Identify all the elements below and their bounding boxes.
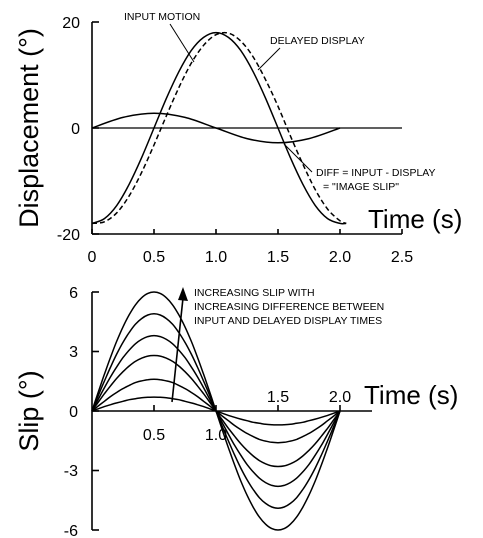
arrow-head-icon xyxy=(178,287,188,301)
slip-y-axis-title: Slip (°) xyxy=(14,370,44,451)
diff-label: DIFF = INPUT - DISPLAY xyxy=(316,167,436,179)
slip-ytick-label: -3 xyxy=(64,463,78,480)
diff-leader xyxy=(283,143,313,173)
slip-ytick-label: 0 xyxy=(69,404,78,421)
displacement-x-axis-title: Time (s) xyxy=(368,204,462,234)
displacement-ytick-label: 0 xyxy=(71,121,80,138)
displacement-xtick-label: 1.0 xyxy=(205,249,227,266)
slip-panel: 6 3 0 -3 -6 0.5 1.0 1.5 2.0 Slip (°) Tim… xyxy=(14,285,458,538)
slip-x-axis-title: Time (s) xyxy=(364,380,458,410)
slip-curve-6 xyxy=(91,396,341,426)
displacement-ytick-label: 20 xyxy=(62,15,80,32)
displacement-panel: 20 0 -20 0 0.5 1.0 1.5 2.0 2.5 Displacem… xyxy=(14,11,462,266)
slip-ytick-label: -6 xyxy=(64,523,78,538)
displacement-y-axis-title: Displacement (°) xyxy=(14,28,44,228)
slip-xtick-label: 1.5 xyxy=(267,389,289,406)
displacement-xtick-label: 0 xyxy=(88,249,97,266)
displacement-xtick-label: 0.5 xyxy=(143,249,165,266)
slip-xtick-label: 2.0 xyxy=(329,389,351,406)
displacement-xtick-label: 2.0 xyxy=(329,249,351,266)
increasing-slip-label-line2: INCREASING DIFFERENCE BETWEEN xyxy=(194,301,384,313)
slip-xtick-label: 1.0 xyxy=(205,427,227,444)
delayed-display-label: DELAYED DISPLAY xyxy=(270,35,365,47)
input-motion-label: INPUT MOTION xyxy=(124,11,200,23)
input-motion-leader xyxy=(169,23,195,63)
slip-ytick-label: 3 xyxy=(69,344,78,361)
slip-xtick-label: 0.5 xyxy=(143,427,165,444)
displacement-ytick-label: -20 xyxy=(57,227,80,244)
displacement-xtick-label: 1.5 xyxy=(267,249,289,266)
input-motion-curve xyxy=(91,31,347,225)
slip-ytick-label: 6 xyxy=(69,285,78,302)
slip-curves xyxy=(91,291,341,531)
increasing-slip-label-line1: INCREASING SLIP WITH xyxy=(194,287,315,299)
displacement-xtick-label: 2.5 xyxy=(391,249,413,266)
increasing-slip-label-line3: INPUT AND DELAYED DISPLAY TIMES xyxy=(194,315,382,327)
delayed-display-curve xyxy=(91,31,347,225)
delayed-display-leader xyxy=(257,47,281,71)
increasing-slip-arrow xyxy=(171,297,184,403)
image-slip-label: = "IMAGE SLIP" xyxy=(323,181,399,193)
